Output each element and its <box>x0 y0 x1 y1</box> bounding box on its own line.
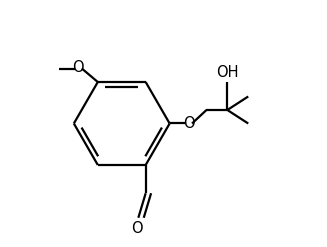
Text: OH: OH <box>216 65 239 80</box>
Text: O: O <box>72 60 84 75</box>
Text: O: O <box>183 116 195 131</box>
Text: O: O <box>131 221 143 236</box>
